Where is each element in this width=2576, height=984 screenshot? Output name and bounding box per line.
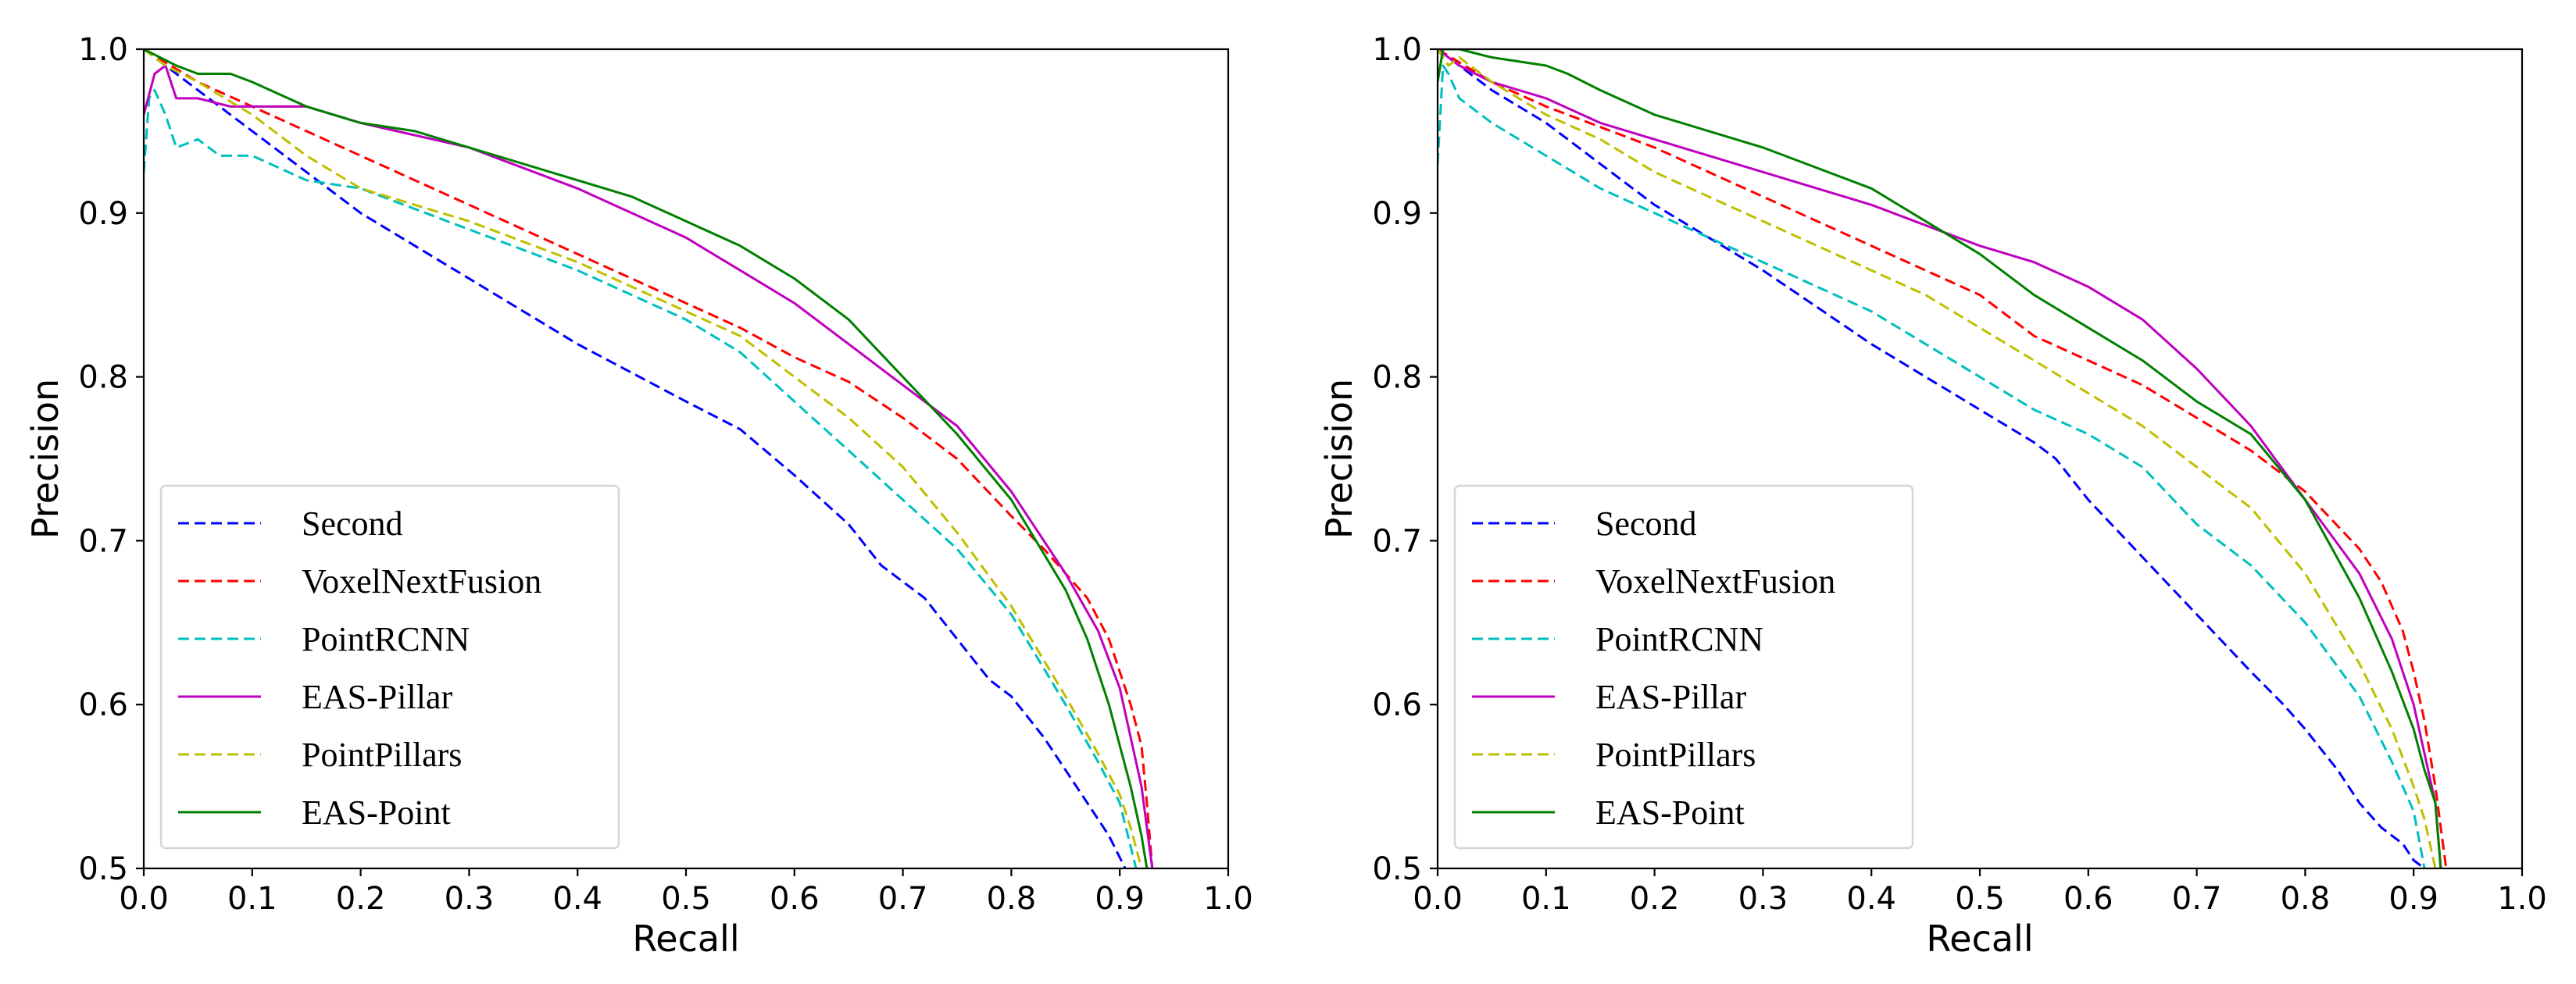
y-tick-label: 0.7: [1372, 523, 1422, 559]
y-tick-label: 0.9: [78, 196, 128, 232]
x-tick-label: 0.8: [2281, 881, 2331, 917]
x-tick-label: 0.1: [227, 881, 277, 917]
legend: Second VoxelNextFusion PointRCNN EAS-Pillar…: [159, 484, 620, 850]
x-tick-label: 1.0: [2497, 881, 2547, 917]
legend-entry-label: EAS-Pillar: [302, 678, 452, 716]
legend-entry-label: Second: [1595, 504, 1697, 543]
x-tick-label: 0.5: [661, 881, 711, 917]
x-tick-label: 0.4: [552, 881, 602, 917]
series-line-second: [1438, 49, 2426, 868]
legend: Second VoxelNextFusion PointRCNN EAS-Pillar…: [1453, 484, 1914, 850]
legend-entry-label: PointPillars: [302, 736, 462, 774]
x-tick-label: 0.2: [336, 881, 386, 917]
x-tick-label: 0.1: [1521, 881, 1571, 917]
series-line-eas-pillar: [1438, 49, 2442, 868]
y-tick-label: 0.6: [1372, 687, 1422, 723]
y-tick-label: 0.8: [1372, 360, 1422, 396]
y-tick-label: 0.5: [1372, 851, 1422, 887]
legend-entry-label: Second: [302, 504, 403, 543]
x-tick-label: 0.6: [770, 881, 820, 917]
x-tick-label: 0.3: [1738, 881, 1788, 917]
series-line-eas-point: [1438, 49, 2442, 868]
x-tick-label: 0.5: [1955, 881, 2005, 917]
x-tick-label: 0.9: [1095, 881, 1145, 917]
x-tick-label: 1.0: [1203, 881, 1253, 917]
y-tick-label: 1.0: [78, 32, 128, 68]
x-tick-label: 0.4: [1846, 881, 1896, 917]
legend-entry-label: VoxelNextFusion: [302, 562, 541, 601]
x-tick-label: 0.3: [445, 881, 495, 917]
y-tick-label: 0.5: [78, 851, 128, 887]
series-line-voxelnextfusion: [144, 49, 1154, 868]
series-group: [1438, 49, 2448, 868]
series-line-second: [144, 49, 1127, 868]
legend-entry-label: EAS-Point: [302, 793, 451, 832]
y-tick-label: 0.7: [78, 523, 128, 559]
legend-entry-label: EAS-Pillar: [1595, 678, 1746, 716]
x-tick-label: 0.7: [2172, 881, 2222, 917]
x-tick-label: 0.0: [119, 881, 169, 917]
legend-entry-label: VoxelNextFusion: [1595, 562, 1835, 601]
legend-entry-label: EAS-Point: [1595, 793, 1745, 832]
series-line-eas-point: [144, 49, 1149, 868]
x-tick-label: 0.2: [1630, 881, 1680, 917]
x-tick-label: 0.6: [2063, 881, 2113, 917]
chart-right: 0.0 0.1 0.2 0.3 0.4 0.5 0.6 0.7 0.8 0.9 1.0 0.5 0.6 0…: [1318, 32, 2547, 960]
series-line-eas-pillar: [144, 64, 1154, 868]
x-tick-label: 0.9: [2388, 881, 2438, 917]
y-axis-label: Precision: [24, 379, 66, 539]
legend-box: [159, 484, 620, 850]
x-axis-label: Recall: [1926, 918, 2033, 960]
x-tick-label: 0.8: [987, 881, 1037, 917]
chart-left: 0.0 0.1 0.2 0.3 0.4 0.5 0.6 0.7 0.8 0.9 1.0 0.5 0.6 0…: [24, 32, 1253, 960]
series-line-pointpillars: [1438, 49, 2437, 868]
series-line-pointrcnn: [144, 89, 1138, 868]
x-tick-label: 0.0: [1413, 881, 1463, 917]
series-line-voxelnextfusion: [1438, 49, 2448, 868]
y-axis-label: Precision: [1318, 379, 1360, 539]
x-tick-label: 0.7: [878, 881, 928, 917]
y-tick-label: 1.0: [1372, 32, 1422, 68]
y-tick-label: 0.8: [78, 360, 128, 396]
legend-box: [1453, 484, 1914, 850]
y-tick-label: 0.9: [1372, 196, 1422, 232]
series-line-pointpillars: [144, 49, 1143, 868]
series-group: [144, 49, 1154, 868]
legend-entry-label: PointRCNN: [1595, 620, 1763, 658]
legend-entry-label: PointPillars: [1595, 736, 1756, 774]
y-tick-label: 0.6: [78, 687, 128, 723]
x-axis-label: Recall: [632, 918, 739, 960]
legend-entry-label: PointRCNN: [302, 620, 470, 658]
series-line-pointrcnn: [1438, 64, 2426, 868]
